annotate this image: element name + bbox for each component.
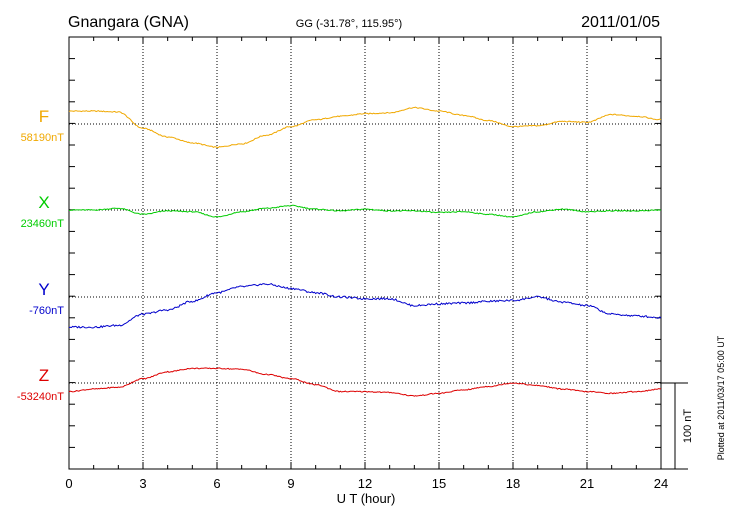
grid-lines <box>69 37 661 469</box>
series-line-y <box>68 283 662 329</box>
series-baseline-f: 58190nT <box>21 132 65 144</box>
series-lines <box>68 106 662 397</box>
x-axis-label: U T (hour) <box>337 491 396 506</box>
series-baseline-y: -760nT <box>29 305 64 317</box>
series-name-z: Z <box>39 366 49 385</box>
x-tick-labels: 0 3 6 9 12 15 18 21 24 <box>65 476 668 491</box>
station-coords: GG (-31.78°, 115.95°) <box>296 18 402 30</box>
x-tick-label: 18 <box>506 476 520 491</box>
scale-bar-label: 100 nT <box>682 409 694 444</box>
series-line-x <box>68 204 662 218</box>
x-tick-label: 12 <box>358 476 372 491</box>
x-tick-label: 6 <box>213 476 220 491</box>
series-line-z <box>68 367 662 397</box>
series-name-x: X <box>38 193 49 212</box>
scale-bar: 100 nT <box>661 382 694 470</box>
x-tick-label: 21 <box>580 476 594 491</box>
series-line-f <box>68 106 662 149</box>
x-tick-label: 9 <box>287 476 294 491</box>
x-tick-label: 0 <box>65 476 72 491</box>
series-name-f: F <box>39 107 49 126</box>
x-tick-label: 15 <box>432 476 446 491</box>
series-baseline-z: -53240nT <box>17 391 64 403</box>
station-title: Gnangara (GNA) <box>68 14 189 31</box>
series-labels: F 58190nT X 23460nT Y -760nT Z -53240nT <box>17 107 64 403</box>
series-baseline-x: 23460nT <box>21 218 65 230</box>
x-tick-label: 24 <box>654 476 668 491</box>
x-tick-label: 3 <box>139 476 146 491</box>
plot-date: 2011/01/05 <box>581 14 660 31</box>
plotted-timestamp: Plotted at 2011/03/17 05:00 UT <box>716 335 726 460</box>
series-name-y: Y <box>38 280 49 299</box>
